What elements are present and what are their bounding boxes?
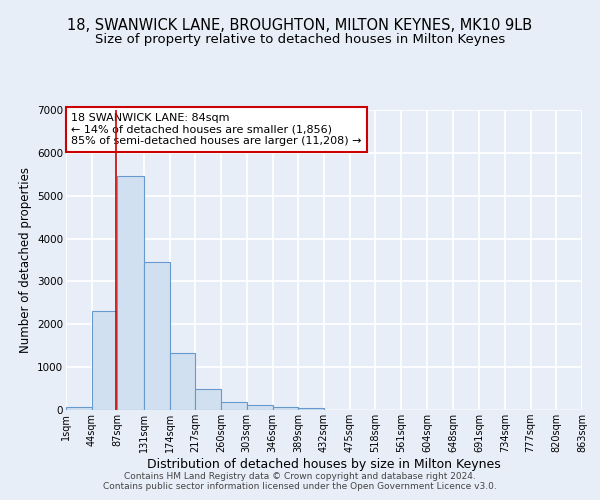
Text: Contains HM Land Registry data © Crown copyright and database right 2024.: Contains HM Land Registry data © Crown c… (124, 472, 476, 481)
Text: 18, SWANWICK LANE, BROUGHTON, MILTON KEYNES, MK10 9LB: 18, SWANWICK LANE, BROUGHTON, MILTON KEY… (67, 18, 533, 32)
Bar (92, 312, 118, 410)
Text: 18 SWANWICK LANE: 84sqm
← 14% of detached houses are smaller (1,856)
85% of semi: 18 SWANWICK LANE: 84sqm ← 14% of detache… (71, 113, 362, 146)
Bar (170, 354, 195, 410)
Text: Contains public sector information licensed under the Open Government Licence v3: Contains public sector information licen… (103, 482, 497, 491)
Text: Size of property relative to detached houses in Milton Keynes: Size of property relative to detached ho… (95, 32, 505, 46)
X-axis label: Distribution of detached houses by size in Milton Keynes: Distribution of detached houses by size … (147, 458, 501, 471)
Bar (272, 407, 298, 410)
Bar (144, 262, 170, 410)
Y-axis label: Number of detached properties: Number of detached properties (19, 167, 32, 353)
Bar (66, 407, 92, 410)
Bar (195, 390, 221, 410)
Bar (247, 405, 272, 410)
Bar (221, 402, 247, 410)
Bar (298, 408, 324, 410)
Bar (118, 176, 144, 410)
